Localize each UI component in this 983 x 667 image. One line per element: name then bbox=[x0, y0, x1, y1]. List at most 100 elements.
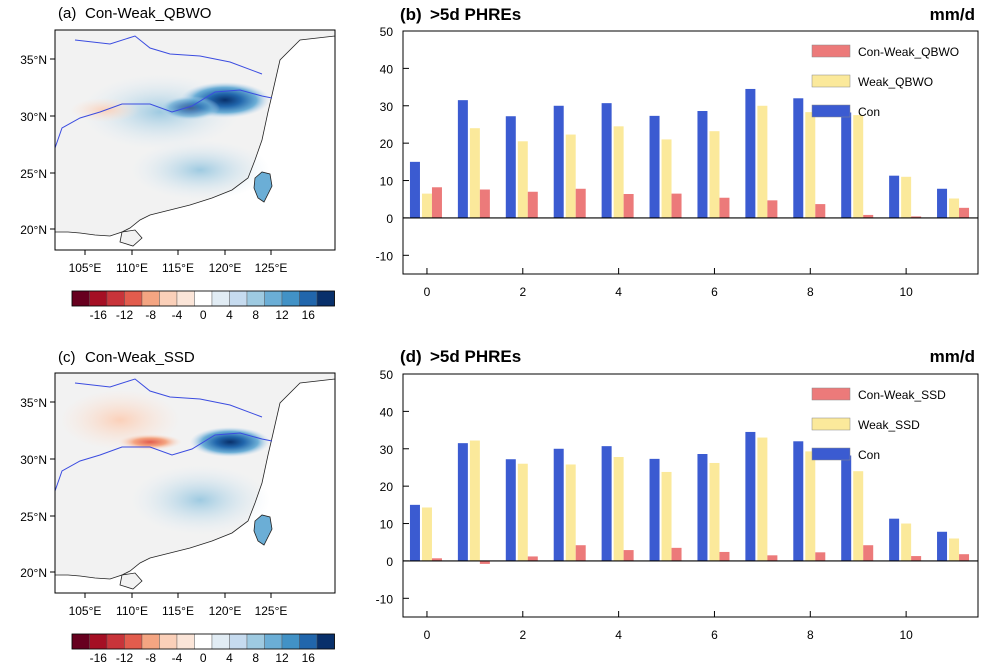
bar-con bbox=[697, 454, 708, 561]
map-title-a: Con-Weak_QBWO bbox=[85, 5, 211, 22]
map-y-tick-label: 30°N bbox=[20, 453, 47, 467]
bar-weak-qbwo bbox=[565, 134, 576, 218]
colorbar-tick-label: 16 bbox=[302, 308, 316, 322]
bar-weak-qbwo bbox=[517, 141, 528, 218]
bars-d: -10 0 10 20 30 40 50 0 2 4 6 8 10 Con-Weak_SSD Weak_SS… bbox=[376, 368, 979, 642]
bar-weak-qbwo bbox=[661, 139, 672, 218]
bar-con bbox=[409, 504, 420, 561]
x-tick-label: 2 bbox=[519, 628, 526, 642]
colorbar-swatch bbox=[89, 290, 108, 307]
bar-con-weak-qbwo bbox=[671, 193, 682, 218]
taiwan-island bbox=[253, 514, 273, 546]
river-line bbox=[74, 35, 263, 75]
x-tick-label: 0 bbox=[424, 285, 431, 299]
river-line bbox=[74, 378, 263, 418]
bar-con-weak-qbwo bbox=[911, 216, 922, 218]
bar-con bbox=[505, 116, 516, 218]
bar-weak-ssd bbox=[853, 471, 864, 561]
colorbar-tick-label: 0 bbox=[200, 308, 207, 322]
colorbar-swatch bbox=[106, 633, 125, 650]
colorbar-tick-label: -12 bbox=[116, 651, 134, 665]
colorbar-tick-label: -8 bbox=[145, 651, 156, 665]
map-title-c: Con-Weak_SSD bbox=[85, 349, 195, 366]
bar-title-d: >5d PHREs bbox=[430, 347, 521, 366]
bar-con-weak-ssd bbox=[815, 552, 826, 561]
colorbar-swatch bbox=[229, 633, 248, 650]
colorbar-tick-label: 0 bbox=[200, 651, 207, 665]
panel-label-b: (b) bbox=[400, 5, 422, 24]
bar-con-weak-ssd bbox=[959, 554, 970, 561]
y-tick-label: 10 bbox=[380, 518, 394, 532]
bar-con bbox=[793, 441, 804, 561]
bar-weak-qbwo bbox=[901, 176, 912, 218]
bar-panel-d: (d) >5d PHREs mm/d -10 0 10 20 30 40 50 0 2 4 6 8 10… bbox=[376, 347, 979, 642]
colorbar-frame bbox=[71, 633, 335, 650]
map-x-tick-label: 105°E bbox=[69, 604, 102, 618]
bar-con-weak-qbwo bbox=[431, 187, 442, 218]
legend-label: Con bbox=[858, 105, 880, 119]
bar-con bbox=[505, 459, 516, 561]
colorbar-swatch bbox=[264, 290, 283, 307]
bar-con-weak-ssd bbox=[767, 555, 778, 561]
map-x-tick-label: 115°E bbox=[162, 604, 194, 618]
map-x-tick-label: 120°E bbox=[209, 604, 242, 618]
colorbar-swatch bbox=[106, 290, 125, 307]
bar-weak-ssd bbox=[469, 440, 480, 561]
legend-swatch bbox=[811, 74, 851, 88]
shading-light-blue bbox=[130, 140, 270, 200]
bar-con bbox=[409, 161, 420, 218]
x-tick-label: 2 bbox=[519, 285, 526, 299]
bar-con bbox=[745, 88, 756, 218]
map-x-tick-label: 125°E bbox=[255, 261, 288, 275]
colorbar-tick-label: -8 bbox=[145, 308, 156, 322]
bar-con bbox=[553, 105, 564, 218]
x-tick-label: 6 bbox=[711, 628, 718, 642]
colorbar-swatch bbox=[159, 633, 178, 650]
bar-weak-qbwo bbox=[853, 115, 864, 218]
bar-weak-ssd bbox=[805, 451, 816, 561]
colorbar-tick-label: 4 bbox=[226, 651, 233, 665]
colorbar-tick-label: 12 bbox=[275, 651, 289, 665]
map-panel-c: (c) Con-Weak_SSD 105°E 110°E 115°E 120°E 125… bbox=[20, 349, 336, 665]
colorbar-swatch bbox=[299, 290, 318, 307]
bar-con bbox=[841, 112, 852, 218]
map-x-tick-label: 105°E bbox=[69, 261, 102, 275]
map-y-tick-label: 35°N bbox=[20, 396, 47, 410]
taiwan-island bbox=[253, 171, 273, 203]
colorbar-frame bbox=[71, 290, 335, 307]
bar-con bbox=[937, 531, 948, 561]
colorbar-swatch bbox=[194, 290, 213, 307]
colorbar-swatch bbox=[124, 633, 143, 650]
hainan-island bbox=[119, 572, 143, 590]
bar-con-weak-qbwo bbox=[815, 204, 826, 218]
map-ticks-a: 105°E 110°E 115°E 120°E 125°E 35°N 30°N 25°N 20°… bbox=[20, 53, 287, 275]
colorbar-swatch bbox=[316, 290, 335, 307]
bar-weak-ssd bbox=[949, 538, 960, 561]
y-tick-label: 40 bbox=[380, 405, 394, 419]
map-y-tick-label: 30°N bbox=[20, 110, 47, 124]
colorbar-swatch bbox=[141, 290, 160, 307]
colorbar-swatch bbox=[299, 633, 318, 650]
map-x-tick-label: 110°E bbox=[116, 604, 148, 618]
bar-con-weak-qbwo bbox=[527, 191, 538, 218]
bar-con bbox=[457, 100, 468, 218]
bar-weak-qbwo bbox=[421, 193, 432, 218]
y-tick-label: 0 bbox=[386, 555, 393, 569]
bar-weak-qbwo bbox=[613, 126, 624, 218]
y-tick-label: -10 bbox=[376, 249, 394, 263]
panel-label-d: (d) bbox=[400, 347, 422, 366]
bar-weak-qbwo bbox=[709, 131, 720, 218]
y-tick-label: 40 bbox=[380, 62, 394, 76]
colorbar-swatch bbox=[316, 633, 335, 650]
panel-label-a: (a) bbox=[58, 5, 76, 22]
bar-con bbox=[841, 455, 852, 561]
colorbar-swatch bbox=[281, 633, 300, 650]
colorbar-tick-label: 16 bbox=[302, 651, 316, 665]
colorbar-swatch bbox=[246, 633, 265, 650]
colorbar-swatch bbox=[71, 290, 90, 307]
x-tick-label: 4 bbox=[615, 628, 622, 642]
bar-title-b: >5d PHREs bbox=[430, 5, 521, 24]
y-tick-label: 20 bbox=[380, 137, 394, 151]
x-tick-label: 10 bbox=[899, 628, 913, 642]
bar-weak-ssd bbox=[661, 471, 672, 561]
